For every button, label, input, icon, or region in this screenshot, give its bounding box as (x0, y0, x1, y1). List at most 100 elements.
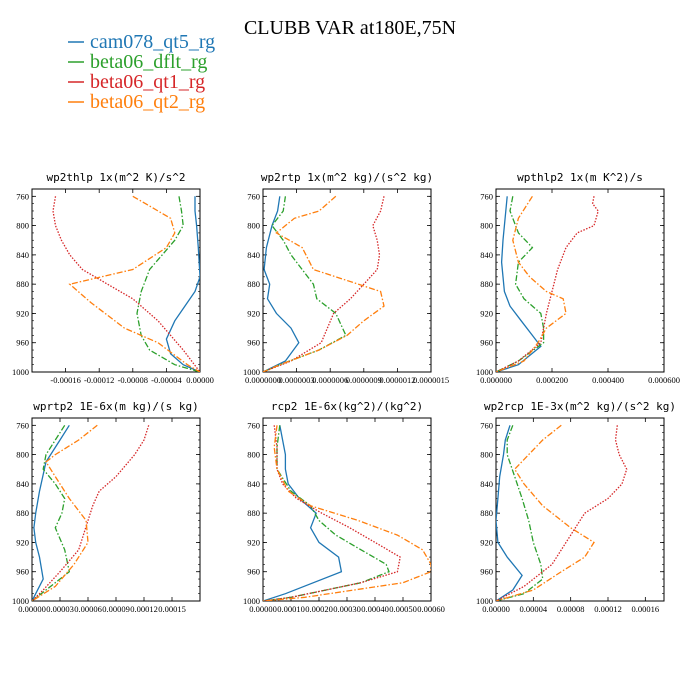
series-line-beta06_qt1_rg (263, 425, 401, 601)
y-tick-label: 800 (247, 221, 260, 231)
plot-frame (495, 417, 665, 602)
y-tick-label: 800 (480, 221, 493, 231)
x-tick-label: 0.00000 (249, 604, 277, 614)
series-line-beta06_dflt_rg (263, 196, 347, 372)
y-tick-label: 800 (247, 450, 260, 460)
x-tick-label: 0.00016 (632, 604, 660, 614)
series-line-beta06_qt2_rg (68, 195, 200, 372)
panel-5: rcp2 1E-6x(kg^2)/(kg^2) 760 800 840 880 920 96… (243, 400, 445, 614)
series-line-beta06_qt1_rg (496, 196, 599, 372)
y-tick-label: 800 (16, 221, 29, 231)
x-tick-label: 0.000600 (648, 375, 680, 385)
y-tick-label: 1000 (12, 596, 29, 606)
y-tick-label: 920 (16, 537, 29, 547)
y-tick-label: 760 (247, 420, 260, 430)
y-tick-label: 1000 (476, 596, 493, 606)
x-tick-label: 0.00004 (520, 604, 548, 614)
x-tick-label: 0.00006 (74, 604, 102, 614)
x-tick-label: -0.00012 (84, 375, 114, 385)
legend-entry-beta06_dflt_rg: beta06_dflt_rg (90, 51, 207, 73)
legend-entry-beta06_qt2_rg: beta06_qt2_rg (90, 91, 205, 113)
legend-entry-cam078_qt5_rg: cam078_qt5_rg (90, 31, 215, 53)
panel-3: wpthlp2 1x(m K^2)/s 760 800 840 880 920 960 100… (476, 171, 680, 385)
x-tick-label: 0.00050 (389, 604, 417, 614)
y-tick-label: 1000 (243, 367, 260, 377)
x-tick-label: 0.00003 (46, 604, 74, 614)
series-line-beta06_qt1_rg (263, 196, 385, 372)
series-line-beta06_qt1_rg (32, 425, 150, 601)
series-line-cam078_qt5_rg (165, 196, 200, 372)
y-tick-label: 840 (16, 250, 29, 260)
y-tick-label: 840 (247, 479, 260, 489)
y-tick-label: 760 (480, 420, 493, 430)
x-tick-label: 0.0000009 (346, 375, 382, 385)
y-tick-label: 920 (247, 537, 260, 547)
y-tick-label: 880 (247, 279, 260, 289)
y-tick-label: 840 (16, 479, 29, 489)
panel-2: wp2rtp 1x(m^2 kg)/(s^2 kg)760 800 840 880 92… (243, 171, 449, 385)
panel-title: wp2rtp 1x(m^2 kg)/(s^2 kg) (261, 171, 433, 184)
panel-4: wprtp2 1E-6x(m kg)/(s kg) 760 800 840 880 920… (12, 400, 201, 614)
x-tick-label: 0.00060 (417, 604, 445, 614)
x-tick-label: 0.00020 (305, 604, 333, 614)
y-tick-label: 880 (16, 279, 29, 289)
y-tick-label: 960 (16, 567, 29, 577)
series-line-beta06_qt2_rg (496, 424, 595, 601)
y-tick-label: 920 (247, 308, 260, 318)
panel-title: wprtp2 1E-6x(m kg)/(s kg) (33, 400, 199, 413)
x-tick-label: -0.00016 (50, 375, 80, 385)
series-line-cam078_qt5_rg (496, 196, 542, 372)
x-tick-label: 0.0000006 (312, 375, 348, 385)
x-tick-label: 0.00010 (277, 604, 305, 614)
y-tick-label: 840 (247, 250, 260, 260)
x-tick-label: 0.000200 (536, 375, 568, 385)
series-line-cam078_qt5_rg (32, 424, 70, 601)
y-tick-label: 960 (247, 567, 260, 577)
y-tick-label: 760 (16, 420, 29, 430)
panel-1: wp2thlp 1x(m^2 K)/s^2 760 800 840 880 920 960 1… (12, 171, 214, 385)
y-tick-label: 1000 (476, 367, 493, 377)
x-tick-label: 0.0000015 (413, 375, 449, 385)
y-tick-label: 880 (480, 279, 493, 289)
y-tick-label: 760 (480, 191, 493, 201)
y-tick-label: 840 (480, 479, 493, 489)
y-tick-label: 920 (16, 308, 29, 318)
series-line-beta06_qt2_rg (32, 424, 98, 601)
x-tick-label: 0.000000 (480, 375, 512, 385)
series-line-beta06_dflt_rg (32, 424, 71, 601)
panel-title: wp2thlp 1x(m^2 K)/s^2 (46, 171, 185, 184)
y-tick-label: 760 (247, 191, 260, 201)
panel-title: wpthlp2 1x(m K^2)/s (517, 171, 643, 184)
y-tick-label: 800 (480, 450, 493, 460)
series-line-beta06_qt1_rg (496, 425, 628, 601)
x-tick-label: 0.00000 (18, 604, 46, 614)
panel-6: wp2rcp 1E-3x(m^2 kg)/(s^2 kg) 760 800 840 88… (476, 400, 676, 614)
legend: cam078_qt5_rgbeta06_dflt_rgbeta06_qt1_rg… (68, 31, 215, 113)
plot-frame (31, 188, 201, 373)
series-line-beta06_dflt_rg (263, 425, 390, 601)
panel-title: rcp2 1E-6x(kg^2)/(kg^2) (271, 400, 423, 413)
y-tick-label: 920 (480, 537, 493, 547)
x-tick-label: 0.00040 (361, 604, 389, 614)
plot-frame (495, 188, 665, 373)
series-line-beta06_dflt_rg (136, 196, 200, 372)
x-tick-label: 0.00030 (333, 604, 361, 614)
y-tick-label: 880 (247, 508, 260, 518)
series-line-cam078_qt5_rg (496, 425, 523, 601)
y-tick-label: 960 (16, 338, 29, 348)
figure-title: CLUBB VAR at180E,75N (244, 17, 456, 39)
y-tick-label: 760 (16, 191, 29, 201)
y-tick-label: 960 (480, 338, 493, 348)
y-tick-label: 840 (480, 250, 493, 260)
x-tick-label: 0.00009 (102, 604, 130, 614)
plot-frame (262, 188, 432, 373)
panel-title: wp2rcp 1E-3x(m^2 kg)/(s^2 kg) (484, 400, 676, 413)
x-tick-label: 0.00000 (482, 604, 510, 614)
series-line-beta06_dflt_rg (496, 425, 544, 601)
x-tick-label: 0.0000000 (245, 375, 281, 385)
y-tick-label: 960 (480, 567, 493, 577)
y-tick-label: 1000 (12, 367, 29, 377)
x-tick-label: 0.00012 (130, 604, 158, 614)
y-tick-label: 1000 (243, 596, 260, 606)
